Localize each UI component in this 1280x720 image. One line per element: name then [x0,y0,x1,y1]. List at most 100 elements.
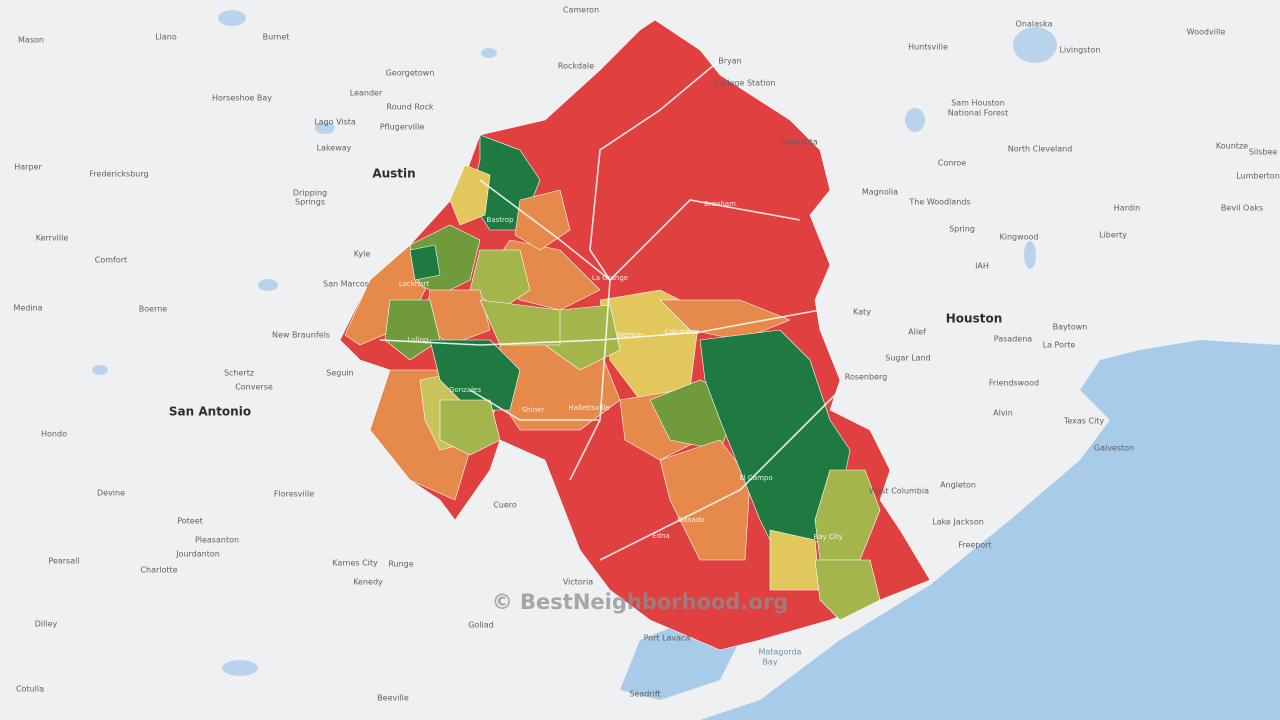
place-label: Seadrift [629,690,660,699]
place-label: Angleton [940,481,976,490]
place-label: Springs [295,198,325,207]
region-label: Brenham [704,200,736,208]
place-label: Pleasanton [195,536,239,545]
place-label: National Forest [948,109,1008,118]
place-label: Pearsall [48,557,79,566]
place-label: Horseshoe Bay [212,94,272,103]
place-label: Cuero [493,501,517,510]
place-label: Sugar Land [885,354,930,363]
major-label: San Antonio [169,405,251,419]
place-label: Jourdanton [175,550,220,559]
place-label: Round Rock [387,103,434,112]
place-label: Katy [853,308,871,317]
region-label: Shiner [522,406,545,414]
region-label: Luling [408,336,429,344]
place-label: Kingwood [999,233,1038,242]
region-label: Lockhart [399,280,430,288]
place-label: Cameron [563,6,599,15]
place-label: Navasota [780,138,818,147]
place-label: Goliad [468,621,494,630]
highways [379,59,841,561]
place-label: Floresville [274,490,314,499]
place-label: Beeville [377,694,409,703]
place-label: Texas City [1063,417,1105,426]
region-label: Hallettsville [568,404,609,412]
region-label: Gonzales [449,386,481,394]
region-label: Ganado [677,516,704,524]
place-label: IAH [975,262,989,271]
place-label: West Columbia [869,487,929,496]
region-label: Edna [652,532,670,540]
place-label: Victoria [563,578,593,587]
place-label: Huntsville [908,43,948,52]
place-label: Leander [350,89,383,98]
place-label: Conroe [938,159,967,168]
place-label: Fredericksburg [89,170,148,179]
place-label: College Station [715,79,776,88]
place-label: Hondo [41,430,67,439]
place-label: Woodville [1187,28,1226,37]
place-label: The Woodlands [908,198,970,207]
place-label: Freeport [958,541,991,550]
place-label: Dilley [35,620,58,629]
place-label: Karnes City [332,559,378,568]
place-label: Magnolia [862,188,898,197]
place-label: Charlotte [140,566,177,575]
place-label: Converse [235,383,273,392]
place-label: Spring [949,225,975,234]
place-label: Dripping [293,189,327,198]
place-label: Onalaska [1016,20,1053,29]
place-label: Runge [388,560,413,569]
regions [339,19,931,651]
place-label: Georgetown [386,69,435,78]
place-label: Llano [155,33,177,42]
labels: Cameron Onalaska Mason Llano Burnet Bryan Hunt… [13,6,1279,703]
place-label: La Porte [1043,341,1076,350]
place-label: Friendswood [989,379,1039,388]
major-label: Austin [372,167,415,181]
place-label: Comfort [95,256,127,265]
place-label: Pasadena [994,335,1033,344]
place-label: Liberty [1099,231,1127,240]
place-label: Port Lavaca [644,634,691,643]
place-label: Seguin [326,369,353,378]
place-label: Cotulla [16,685,44,694]
place-label: Schertz [224,369,254,378]
place-label: North Cleveland [1008,145,1073,154]
region-label: Bastrop [487,216,514,224]
place-label: Baytown [1053,323,1088,332]
lakes [92,10,1057,676]
region-label: Bay City [813,533,842,541]
place-label: Alvin [993,409,1013,418]
place-label: Rockdale [558,62,594,71]
place-label: Galveston [1094,444,1134,453]
place-label: Kenedy [353,578,383,587]
place-label: Harper [14,163,42,172]
watermark: © BestNeighborhood.org [492,590,789,614]
place-label: Alief [908,328,926,337]
place-label: Hardin [1114,204,1140,213]
place-label: Lakeway [317,144,352,153]
place-label: Kerrville [36,234,69,243]
place-label: Kountze [1216,142,1248,151]
place-label: Livingston [1059,46,1100,55]
place-label: New Braunfels [272,331,330,340]
place-label: Medina [13,304,42,313]
place-label: Bryan [718,57,741,66]
place-label: San Marcos [323,280,369,289]
place-label: Silsbee [1249,148,1278,157]
place-label: Poteet [177,517,203,526]
place-label: Pflugerville [380,123,425,132]
region-label: Columbus [665,328,700,336]
place-label: Devine [97,489,125,498]
place-label: Lake Jackson [932,518,984,527]
place-label: Mason [18,36,44,45]
place-label: Burnet [263,33,290,42]
water-label: Matagorda [759,648,802,657]
place-label: Boerne [139,305,168,314]
region-label: Weimar [617,331,644,339]
region-label: La Grange [592,274,628,282]
major-label: Houston [946,312,1003,326]
place-label: Rosenberg [845,373,887,382]
